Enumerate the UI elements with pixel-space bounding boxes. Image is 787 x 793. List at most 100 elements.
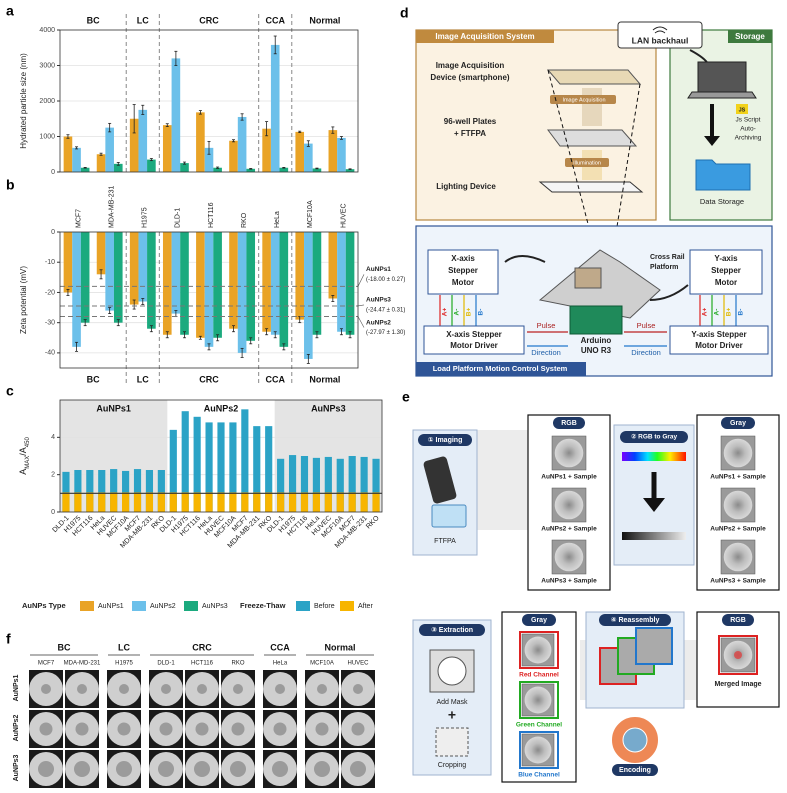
label: Red Channel [519, 672, 559, 679]
bar [110, 469, 118, 512]
row-label: AuNPs2 [13, 714, 20, 741]
bar [105, 127, 114, 172]
bar [312, 492, 320, 512]
label: ④ Reassembly [611, 617, 660, 624]
bar [345, 169, 355, 172]
bar [300, 456, 309, 512]
label: Stepper [711, 266, 741, 275]
label: AuNPs2 + Sample [710, 526, 766, 533]
curve-arrow [504, 255, 546, 263]
bar [229, 232, 238, 329]
bar [288, 455, 297, 512]
sample-spot [194, 761, 210, 777]
label: ② RGB to Gray [631, 434, 678, 441]
y-tick-label: 0 [51, 169, 55, 176]
y-tick-label: 2000 [39, 98, 55, 105]
x-tick-label: MCF10A [307, 200, 314, 228]
sample-spot [315, 722, 329, 736]
rail-block [574, 267, 602, 289]
label: + FTFPA [454, 129, 486, 138]
group-label: Normal [324, 642, 355, 652]
bar [304, 143, 313, 172]
bar [279, 232, 289, 347]
label: X-axis [451, 254, 475, 263]
label: Merged Image [714, 681, 761, 688]
bar [229, 140, 238, 172]
tag [550, 95, 616, 104]
bar [86, 470, 94, 512]
label: X-axis Stepper [446, 330, 502, 339]
bar [180, 163, 189, 172]
group-label: AuNPs3 [311, 403, 346, 413]
bar [63, 232, 73, 293]
bar [348, 456, 356, 512]
sample-spot [119, 684, 129, 694]
bar [205, 422, 213, 512]
plot-frame [59, 399, 383, 513]
annotation-leader [357, 274, 365, 287]
bar [74, 492, 82, 512]
pill [419, 624, 485, 636]
group-label: CCA [270, 642, 290, 652]
section-header [416, 30, 554, 43]
y-axis-label: AMAX/A450 [18, 437, 30, 475]
bar [312, 168, 322, 172]
panel-letter: a [6, 3, 14, 19]
bar [105, 232, 114, 311]
label: AuNPs1 + Sample [541, 474, 597, 481]
bar [113, 232, 123, 323]
legend-title: AuNPs Type [22, 601, 66, 610]
reference-name: AuNPs1 [366, 266, 391, 273]
bar [262, 128, 271, 172]
y-tick-label: -10 [45, 259, 55, 266]
laptop-screen [697, 61, 747, 93]
cell-label: MDA-MD-231 [64, 661, 101, 667]
label: Pulse [637, 321, 656, 330]
bar [122, 492, 130, 512]
group-label: Normal [309, 15, 340, 25]
group-label: Normal [309, 374, 340, 384]
label: RGB [730, 617, 746, 624]
x-tick-label: RKO [365, 514, 381, 530]
group-label: AuNPs1 [96, 403, 131, 413]
annotation-leader [357, 304, 365, 307]
label: RGB [561, 420, 577, 427]
bar [62, 471, 70, 512]
bar [246, 168, 256, 172]
y-tick-label: 0 [51, 509, 55, 516]
label: B+ [726, 308, 733, 317]
bar [193, 492, 201, 512]
x-tick-label: DLD-1 [175, 208, 182, 228]
group-label: CRC [192, 642, 212, 652]
y-tick-label: 0 [51, 229, 55, 236]
bar [328, 232, 338, 299]
crop-icon [435, 727, 469, 757]
legend-swatch [184, 601, 198, 611]
bar [181, 492, 189, 512]
y-tick-label: -20 [45, 289, 55, 296]
y-axis-label-part: /A [18, 447, 28, 456]
label: Js Script [736, 117, 761, 124]
label: JS [739, 107, 746, 113]
sample-spot [233, 684, 243, 694]
group-label: BC [87, 374, 100, 384]
sample-spot [41, 684, 51, 694]
well [524, 636, 552, 664]
label: Image Acquisition [436, 61, 505, 70]
bar [145, 492, 154, 512]
bar [96, 154, 106, 172]
bar [336, 458, 344, 512]
panel-letter: b [6, 177, 15, 193]
y-tick-label: 4 [51, 434, 55, 441]
bar [265, 426, 273, 512]
bar [138, 232, 148, 302]
well [524, 686, 552, 714]
label: Device (smartphone) [430, 73, 509, 82]
pill [721, 417, 755, 429]
channel-frame [718, 635, 758, 675]
sample-spot [117, 722, 131, 736]
y-tick-label: 1000 [39, 133, 55, 140]
arrow-head [643, 498, 665, 512]
y-axis-label-part: A [18, 469, 28, 475]
bar [129, 232, 139, 305]
